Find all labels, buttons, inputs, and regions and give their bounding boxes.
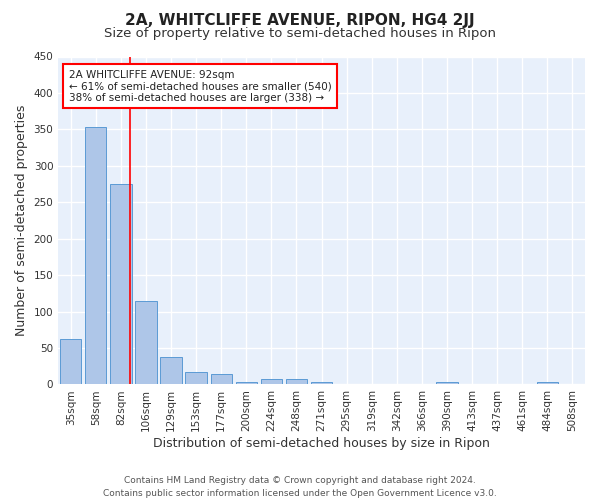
Bar bbox=[236, 382, 257, 384]
Text: 2A, WHITCLIFFE AVENUE, RIPON, HG4 2JJ: 2A, WHITCLIFFE AVENUE, RIPON, HG4 2JJ bbox=[125, 12, 475, 28]
Bar bbox=[160, 357, 182, 384]
Y-axis label: Number of semi-detached properties: Number of semi-detached properties bbox=[15, 105, 28, 336]
Bar bbox=[211, 374, 232, 384]
Text: Size of property relative to semi-detached houses in Ripon: Size of property relative to semi-detach… bbox=[104, 28, 496, 40]
Bar bbox=[60, 338, 82, 384]
Bar bbox=[286, 378, 307, 384]
Bar bbox=[110, 184, 131, 384]
Bar bbox=[537, 382, 558, 384]
X-axis label: Distribution of semi-detached houses by size in Ripon: Distribution of semi-detached houses by … bbox=[153, 437, 490, 450]
Text: 2A WHITCLIFFE AVENUE: 92sqm
← 61% of semi-detached houses are smaller (540)
38% : 2A WHITCLIFFE AVENUE: 92sqm ← 61% of sem… bbox=[69, 70, 331, 103]
Bar bbox=[436, 382, 458, 384]
Text: Contains HM Land Registry data © Crown copyright and database right 2024.
Contai: Contains HM Land Registry data © Crown c… bbox=[103, 476, 497, 498]
Bar bbox=[311, 382, 332, 384]
Bar bbox=[261, 378, 282, 384]
Bar bbox=[185, 372, 207, 384]
Bar bbox=[85, 127, 106, 384]
Bar bbox=[136, 300, 157, 384]
